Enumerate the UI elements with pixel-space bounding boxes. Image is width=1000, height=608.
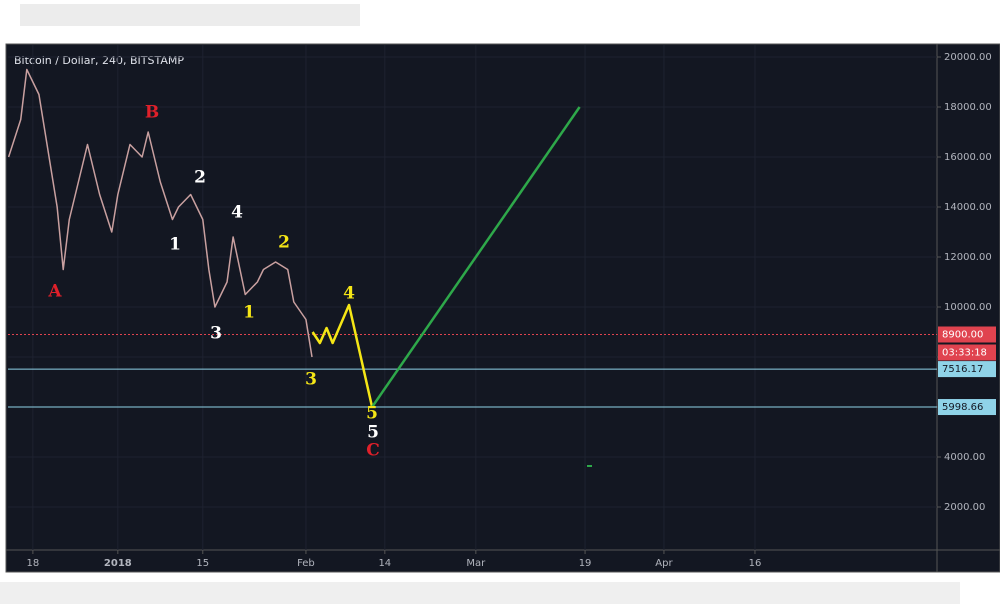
wave-label: A xyxy=(47,282,62,302)
y-tick-label: 4000.00 xyxy=(944,452,985,463)
wave-label: 1 xyxy=(169,235,181,255)
blur-strip xyxy=(20,4,360,26)
wave-label: 2 xyxy=(194,168,206,188)
series-line xyxy=(311,303,374,408)
wave-label: 5 xyxy=(367,423,379,443)
y-tick-label: 12000.00 xyxy=(944,252,992,263)
y-tick-label: 18000.00 xyxy=(944,102,992,113)
wave-label: 3 xyxy=(305,370,317,390)
decor-dash xyxy=(587,465,592,467)
wave-label: 2 xyxy=(278,233,290,253)
x-tick-label: 18 xyxy=(27,558,40,569)
x-tick-label: 2018 xyxy=(104,558,132,569)
wave-label: 1 xyxy=(243,303,255,323)
x-tick-label: 19 xyxy=(579,558,592,569)
x-tick-label: Mar xyxy=(466,558,486,569)
wave-label: 3 xyxy=(210,324,222,344)
price-label: 8900.00 xyxy=(942,330,983,341)
series-line xyxy=(371,106,581,408)
x-tick-label: 16 xyxy=(749,558,762,569)
x-tick-label: 14 xyxy=(378,558,391,569)
blur-strip xyxy=(0,582,960,604)
price-label: 7516.17 xyxy=(942,364,983,375)
x-tick-label: 15 xyxy=(196,558,209,569)
chart-title: Bitcoin / Dollar, 240, BITSTAMP xyxy=(14,54,184,67)
y-tick-label: 2000.00 xyxy=(944,502,985,513)
x-tick-label: Feb xyxy=(297,558,315,569)
wave-label: C xyxy=(366,441,380,461)
countdown: 03:33:18 xyxy=(942,348,987,359)
price-label-bg xyxy=(938,326,996,343)
countdown-bg xyxy=(938,344,996,361)
y-tick-label: 20000.00 xyxy=(944,52,992,63)
x-tick-label: Apr xyxy=(655,558,673,569)
y-tick-label: 16000.00 xyxy=(944,152,992,163)
wave-label: B xyxy=(145,103,159,123)
wave-label: 4 xyxy=(343,284,355,304)
price-label: 5998.66 xyxy=(942,402,983,413)
chart-panel xyxy=(5,43,1000,573)
wave-label: 5 xyxy=(366,404,378,424)
y-tick-label: 10000.00 xyxy=(944,302,992,313)
y-tick-label: 14000.00 xyxy=(944,202,992,213)
series-line xyxy=(7,68,313,358)
wave-label: 4 xyxy=(231,203,243,223)
price-label-bg xyxy=(938,399,996,416)
price-label-bg xyxy=(938,361,996,378)
